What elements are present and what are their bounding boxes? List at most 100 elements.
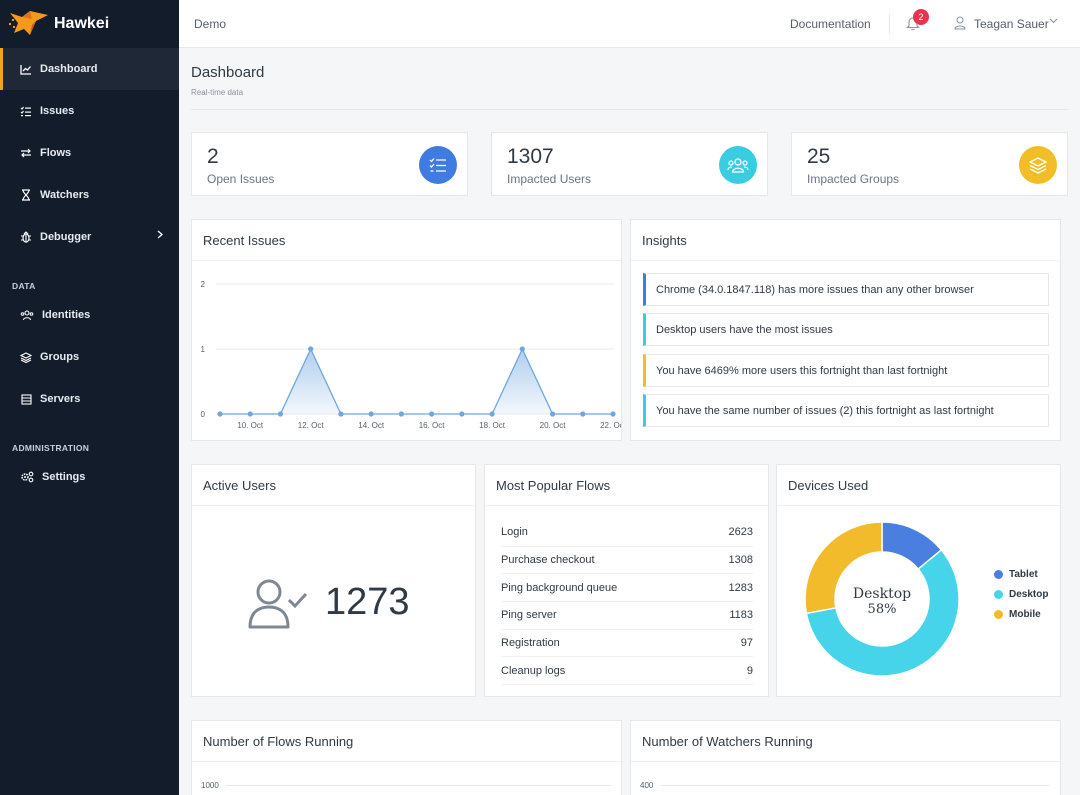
stat-card-open-issues[interactable]: 2 Open Issues bbox=[191, 132, 468, 196]
flow-name: Cleanup logs bbox=[501, 664, 566, 677]
legend-item-desktop[interactable]: Desktop bbox=[994, 589, 1048, 600]
x-tick-label: 10. Oct bbox=[237, 421, 264, 430]
brand-name: Hawkei bbox=[54, 15, 110, 32]
topbar: Demo Documentation 2 Teagan Sauer bbox=[179, 0, 1080, 48]
data-point[interactable] bbox=[217, 411, 223, 417]
table-row[interactable]: Registration 97 bbox=[501, 630, 753, 658]
table-row[interactable]: Ping server 1183 bbox=[501, 602, 753, 630]
user-check-icon bbox=[248, 579, 308, 629]
sidebar-item-label: Dashboard bbox=[40, 63, 98, 75]
data-point[interactable] bbox=[459, 411, 465, 417]
arrows-exchange-icon bbox=[20, 147, 32, 159]
legend-item-mobile[interactable]: Mobile bbox=[994, 609, 1041, 620]
sidebar-item-label: Issues bbox=[40, 105, 75, 117]
chart-line-icon bbox=[20, 63, 32, 75]
data-point[interactable] bbox=[338, 411, 344, 417]
sidebar-item-settings[interactable]: Settings bbox=[0, 456, 179, 498]
data-point[interactable] bbox=[580, 411, 586, 417]
list-check-icon bbox=[20, 105, 32, 117]
legend-label: Tablet bbox=[1009, 569, 1038, 580]
sidebar-item-flows[interactable]: Flows bbox=[0, 132, 179, 174]
data-point[interactable] bbox=[398, 411, 404, 417]
legend-dot bbox=[994, 590, 1003, 599]
series-line bbox=[220, 347, 613, 415]
documentation-link[interactable]: Documentation bbox=[790, 17, 871, 31]
notification-badge[interactable]: 2 bbox=[913, 9, 929, 25]
x-tick-label: 12. Oct bbox=[298, 421, 325, 430]
data-point[interactable] bbox=[429, 411, 435, 417]
table-row[interactable]: Purchase checkout 1308 bbox=[501, 547, 753, 575]
stat-value: 1307 bbox=[507, 145, 554, 168]
user-menu[interactable]: Teagan Sauer bbox=[974, 17, 1049, 31]
sidebar-item-label: Debugger bbox=[40, 231, 92, 243]
watchers-running-card: Number of Watchers Running 400 bbox=[630, 720, 1061, 795]
sidebar-item-identities[interactable]: Identities bbox=[0, 294, 179, 336]
stat-label: Impacted Groups bbox=[807, 172, 900, 186]
card-title: Insights bbox=[631, 220, 1060, 261]
x-tick-label: 18. Oct bbox=[479, 421, 506, 430]
sidebar-item-watchers[interactable]: Watchers bbox=[0, 174, 179, 216]
sidebar-item-issues[interactable]: Issues bbox=[0, 90, 179, 132]
insight-text: Chrome (34.0.1847.118) has more issues t… bbox=[656, 283, 974, 296]
layers-icon bbox=[1019, 146, 1057, 184]
data-point[interactable] bbox=[247, 411, 253, 417]
pie-slice-mobile[interactable] bbox=[804, 521, 883, 615]
section-label-administration: ADMINISTRATION bbox=[12, 443, 90, 453]
recent-issues-chart: 0 1 2 10. Oct 12. Oct 14. Oct 16. Oct 18. Oct 20… bbox=[201, 280, 621, 430]
flow-name: Ping background queue bbox=[501, 581, 618, 594]
flow-count: 97 bbox=[740, 637, 753, 650]
flow-name: Purchase checkout bbox=[501, 554, 595, 567]
brand[interactable]: Hawkei bbox=[0, 0, 179, 48]
sidebar-item-label: Settings bbox=[42, 471, 86, 483]
sidebar-item-servers[interactable]: Servers bbox=[0, 378, 179, 420]
legend-label: Desktop bbox=[1009, 589, 1049, 600]
sidebar-item-dashboard[interactable]: Dashboard bbox=[0, 48, 179, 90]
card-title: Number of Flows Running bbox=[192, 721, 621, 762]
layers-icon bbox=[20, 351, 32, 363]
donut-center-label: Desktop bbox=[852, 586, 912, 602]
flows-running-card: Number of Flows Running 1000 bbox=[191, 720, 622, 795]
stat-value: 2 bbox=[207, 145, 219, 168]
section-label-data: DATA bbox=[12, 281, 36, 291]
x-tick-label: 16. Oct bbox=[419, 421, 446, 430]
server-icon bbox=[20, 393, 32, 405]
active-users-card: Active Users 1273 bbox=[191, 464, 476, 697]
users-icon bbox=[719, 146, 757, 184]
data-point[interactable] bbox=[277, 411, 284, 417]
card-title: Recent Issues bbox=[192, 220, 621, 261]
x-tick-label: 20. Oct bbox=[540, 421, 567, 430]
pie-slice-desktop[interactable] bbox=[805, 548, 960, 677]
grid-line bbox=[226, 785, 611, 786]
stat-label: Impacted Users bbox=[507, 172, 592, 186]
flow-count: 1308 bbox=[728, 554, 753, 567]
table-row[interactable]: Cleanup logs 9 bbox=[501, 658, 753, 686]
stat-card-impacted-users[interactable]: 1307 Impacted Users bbox=[491, 132, 768, 196]
data-point[interactable] bbox=[519, 346, 525, 352]
insight-text: You have the same number of issues (2) t… bbox=[656, 404, 994, 417]
stat-card-impacted-groups[interactable]: 25 Impacted Groups bbox=[791, 132, 1068, 196]
y-tick-label: 0 bbox=[201, 410, 206, 419]
sidebar: Hawkei Dashboard Issues Flows Watchers D… bbox=[0, 0, 179, 795]
data-point[interactable] bbox=[549, 411, 556, 417]
flow-name: Registration bbox=[501, 637, 560, 650]
legend-item-tablet[interactable]: Tablet bbox=[994, 569, 1038, 580]
data-point[interactable] bbox=[308, 346, 314, 352]
project-name[interactable]: Demo bbox=[194, 17, 227, 31]
data-point[interactable] bbox=[368, 411, 374, 417]
sidebar-item-debugger[interactable]: Debugger bbox=[0, 216, 179, 258]
page-title: Dashboard bbox=[191, 64, 265, 81]
data-point[interactable] bbox=[610, 411, 616, 417]
table-row[interactable]: Ping background queue 1283 bbox=[501, 574, 753, 603]
chevron-down-icon[interactable] bbox=[1049, 18, 1058, 24]
sidebar-item-groups[interactable]: Groups bbox=[0, 336, 179, 378]
users-icon bbox=[20, 309, 34, 321]
flow-count: 2623 bbox=[728, 526, 753, 539]
list-check-icon bbox=[419, 146, 457, 184]
flow-count: 1183 bbox=[729, 609, 753, 622]
divider bbox=[191, 109, 1068, 110]
data-point[interactable] bbox=[489, 411, 495, 417]
divider bbox=[889, 14, 890, 34]
table-row[interactable]: Login 2623 bbox=[501, 519, 753, 547]
flow-count: 1283 bbox=[728, 581, 753, 594]
legend-dot bbox=[994, 610, 1003, 619]
